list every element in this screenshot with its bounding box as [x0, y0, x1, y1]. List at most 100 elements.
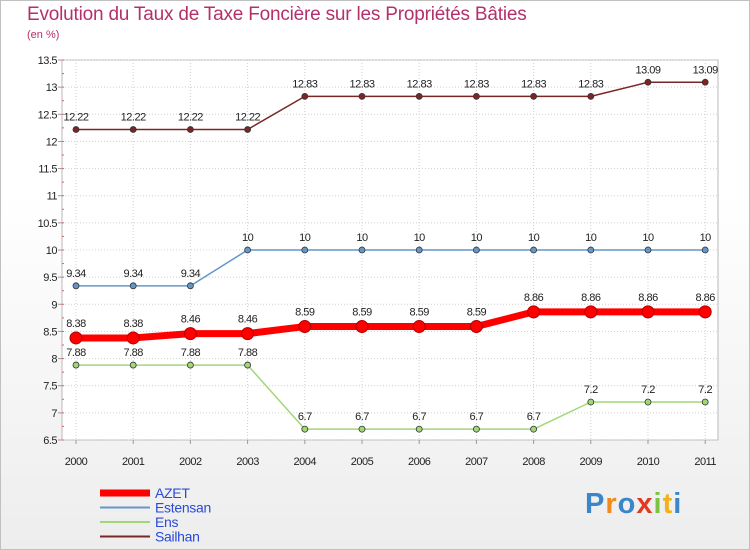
data-label: 10 — [642, 232, 654, 244]
data-point — [415, 92, 423, 100]
data-point — [72, 126, 80, 133]
data-point — [584, 305, 598, 319]
x-tick-label: 2010 — [637, 456, 660, 468]
data-point — [244, 361, 252, 369]
series-azet: 8.38 8.38 8.46 8.46 8.59 8.59 8.59 8.59 8.86 8.86… — [66, 292, 716, 345]
y-tick-label: 11.5 — [38, 164, 57, 176]
data-point — [244, 246, 252, 254]
y-axis-unit-label: (en %) — [27, 29, 60, 41]
data-point — [644, 398, 652, 406]
series-sailhan: 12.22 12.22 12.22 12.22 12.83 12.83 12.83 12.83… — [63, 64, 719, 133]
data-label: 12.22 — [121, 111, 146, 123]
x-tick-label: 2005 — [351, 456, 374, 468]
logo-letter: i — [653, 488, 663, 520]
data-label: 10 — [242, 232, 254, 244]
data-label: 12.83 — [407, 78, 432, 90]
data-point — [644, 78, 652, 86]
data-point — [530, 246, 537, 254]
series-line — [76, 81, 706, 131]
y-tick-label: 8.5 — [43, 326, 57, 338]
logo-letter: i — [673, 488, 683, 520]
legend-label: AZET — [155, 485, 190, 501]
data-point — [183, 327, 197, 341]
data-label: 7.88 — [181, 347, 201, 359]
data-label: 7.2 — [698, 384, 712, 396]
chart-title: Evolution du Taux de Taxe Foncière sur l… — [27, 4, 527, 25]
data-point — [472, 92, 480, 100]
data-point — [701, 246, 709, 254]
y-tick-label: 7.5 — [43, 381, 57, 393]
data-label: 6.7 — [527, 411, 541, 423]
data-label: 7.88 — [123, 347, 143, 359]
data-point — [530, 425, 537, 433]
x-tick-label: 2002 — [179, 456, 202, 468]
logo-letter: x — [636, 488, 654, 520]
y-tick-label: 12.5 — [38, 109, 58, 121]
legend-item-ens: Ens — [100, 514, 179, 530]
y-tick-label: 10 — [46, 245, 58, 257]
data-label: 8.86 — [524, 292, 544, 304]
data-label: 8.86 — [695, 292, 715, 304]
data-label: 10 — [528, 232, 540, 244]
y-tick-label: 12 — [46, 136, 58, 148]
data-point — [129, 126, 137, 133]
data-label: 13.09 — [693, 64, 718, 76]
legend-item-azet: AZET — [100, 485, 191, 501]
data-point — [298, 320, 312, 334]
data-label: 7.2 — [641, 384, 655, 396]
data-label: 8.38 — [66, 318, 86, 330]
data-label: 9.34 — [181, 268, 201, 280]
data-label: 8.59 — [409, 307, 429, 319]
data-label: 6.7 — [298, 411, 312, 423]
data-label: 6.7 — [470, 411, 484, 423]
series-line — [76, 364, 706, 430]
data-point — [415, 246, 423, 254]
data-label: 10 — [471, 232, 483, 244]
legend-item-estensan: Estensan — [100, 500, 211, 516]
data-point — [701, 78, 709, 86]
data-label: 6.7 — [355, 411, 369, 423]
data-point — [301, 92, 309, 100]
logo-letter: r — [605, 488, 618, 520]
y-tick-label: 9.5 — [43, 272, 57, 284]
legend-label: Ens — [155, 514, 179, 530]
series-estensan: 9.34 9.34 9.34 10 10 10 10 10 10 10 10 10 — [66, 232, 712, 290]
data-label: 7.88 — [238, 347, 258, 359]
data-point — [527, 305, 541, 319]
x-tick-label: 2009 — [580, 456, 603, 468]
logo-letter: o — [617, 488, 637, 520]
data-point — [644, 246, 652, 254]
y-tick-label: 6.5 — [43, 435, 57, 447]
data-label: 9.34 — [66, 268, 86, 280]
y-tick-label: 13.5 — [38, 55, 58, 67]
data-label: 12.83 — [578, 78, 603, 90]
data-point — [698, 305, 712, 319]
axes: 6.577.588.599.51010.51111.51212.51313.52… — [38, 55, 717, 468]
data-point — [244, 126, 252, 133]
data-label: 10 — [414, 232, 426, 244]
data-label: 12.83 — [292, 78, 317, 90]
data-label: 8.86 — [581, 292, 601, 304]
data-label: 10 — [585, 232, 597, 244]
data-point — [355, 320, 369, 334]
data-point — [301, 246, 309, 254]
legend-label: Sailhan — [155, 529, 200, 545]
x-tick-label: 2000 — [65, 456, 88, 468]
data-label: 13.09 — [635, 64, 660, 76]
x-tick-label: 2011 — [694, 456, 716, 468]
series-layer: 12.22 12.22 12.22 12.22 12.83 12.83 12.83 12.83… — [63, 64, 719, 433]
data-label: 8.86 — [638, 292, 658, 304]
data-point — [358, 425, 366, 433]
data-label: 12.83 — [464, 78, 489, 90]
proxiti-logo: Proxiti — [585, 488, 682, 521]
data-label: 8.46 — [238, 314, 258, 326]
data-label: 12.22 — [235, 111, 260, 123]
data-point — [472, 425, 480, 433]
data-point — [415, 425, 423, 433]
series-ens: 7.88 7.88 7.88 7.88 6.7 6.7 6.7 6.7 6.7 7.2 7.2 7.2 — [66, 347, 713, 433]
series-line — [76, 249, 706, 287]
data-point — [701, 398, 709, 406]
y-tick-label: 10.5 — [38, 218, 58, 230]
data-point — [587, 398, 595, 406]
